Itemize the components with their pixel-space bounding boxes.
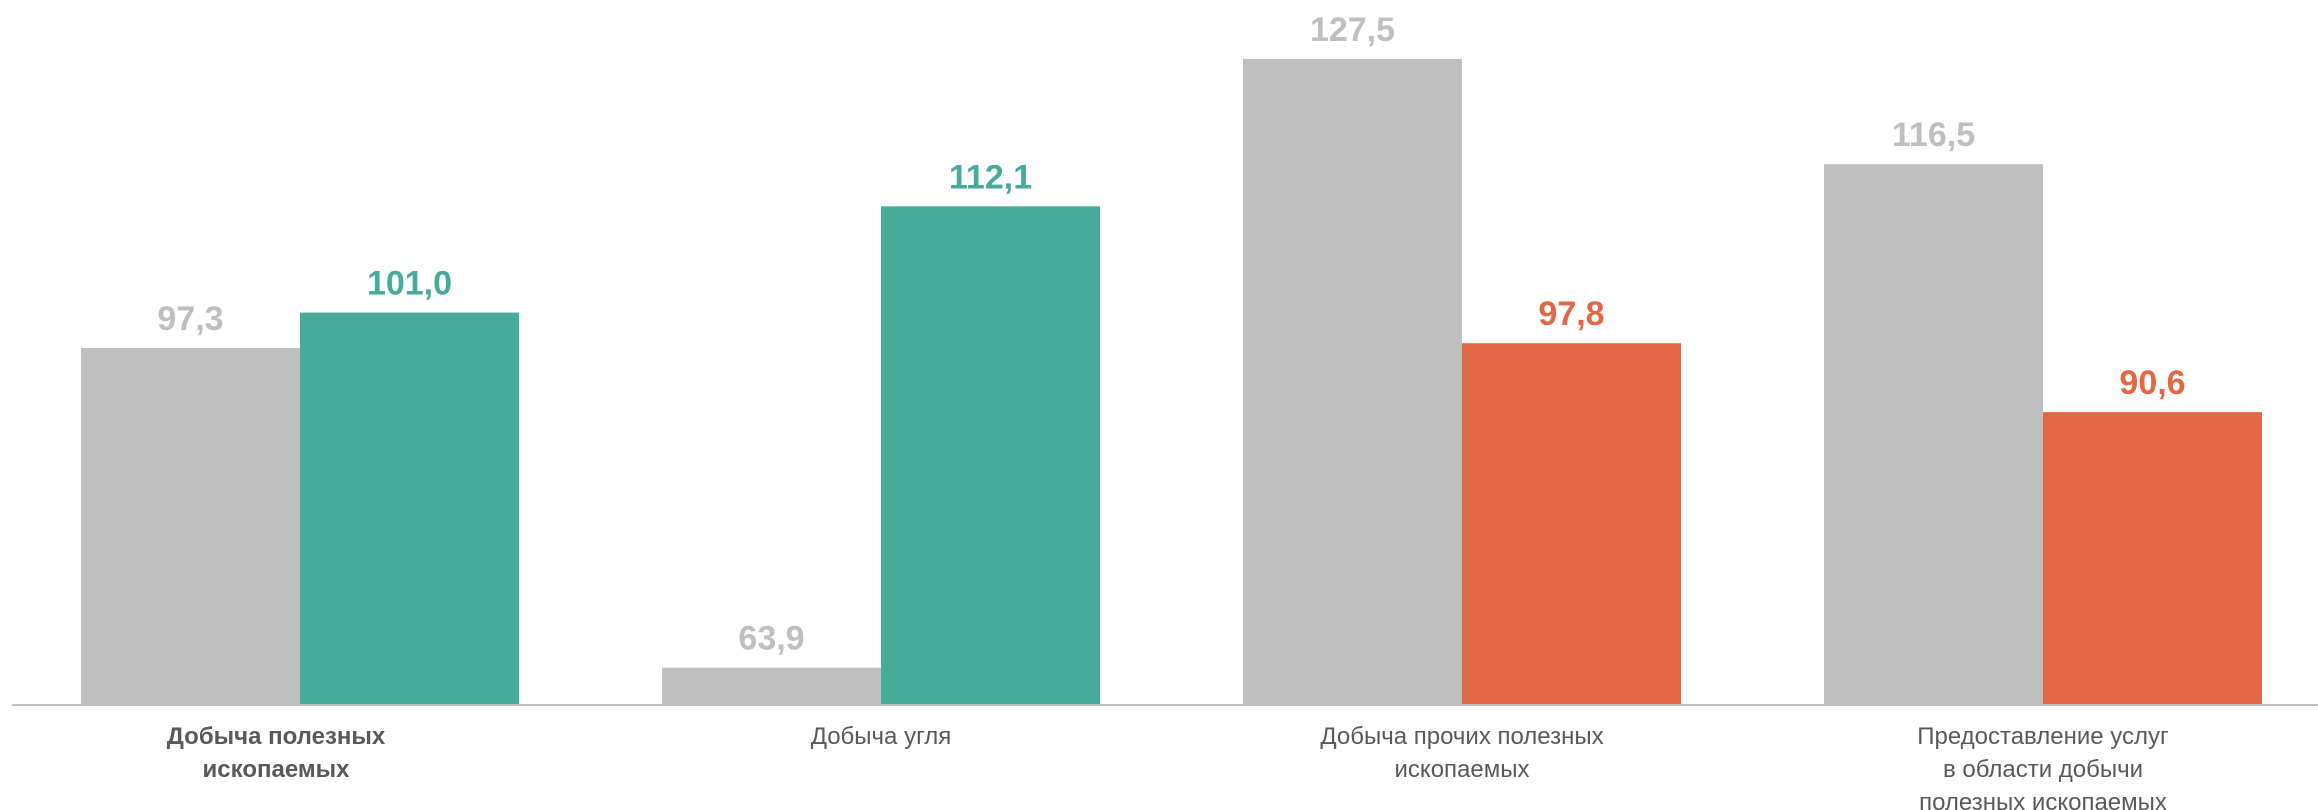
x-tick-label: Добыча прочих полезных ископаемых [1320, 723, 1604, 783]
bar [2043, 412, 2262, 705]
value-label: 101,0 [367, 265, 452, 303]
bar [81, 347, 300, 705]
bar [1824, 164, 2043, 705]
value-label: 97,8 [1538, 295, 1604, 333]
value-label: 112,1 [949, 158, 1032, 196]
value-label: 116,5 [1892, 116, 1975, 154]
bar [300, 312, 519, 705]
value-label: 127,5 [1310, 11, 1395, 49]
x-tick-label: Предоставление услуг в области добычи по… [1917, 723, 2169, 810]
bar [1462, 343, 1681, 705]
value-label: 63,9 [738, 620, 804, 658]
bar [881, 206, 1100, 706]
x-tick-label: Добыча угля [810, 723, 952, 750]
bar [1243, 58, 1462, 705]
bar [662, 667, 881, 705]
value-label: 97,3 [157, 300, 223, 338]
value-label: 90,6 [2119, 364, 2185, 402]
x-tick-label: Добыча полезных ископаемых [166, 723, 386, 783]
